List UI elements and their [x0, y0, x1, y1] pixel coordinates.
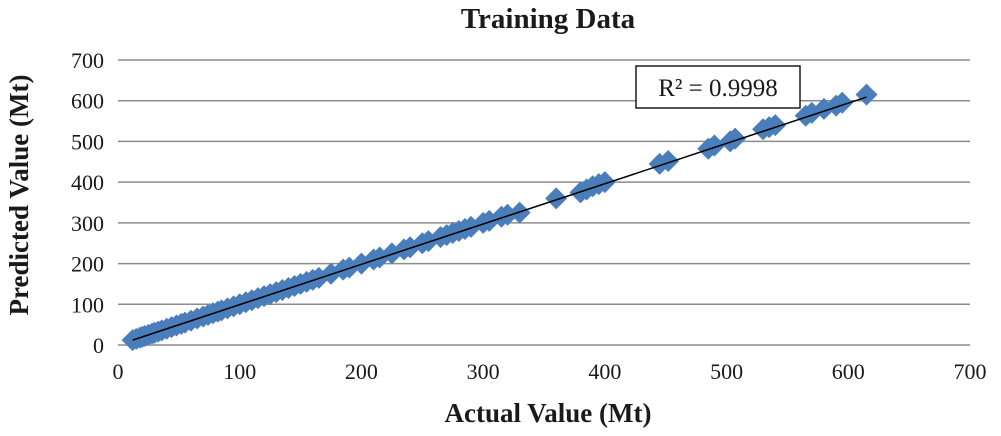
trendline	[132, 96, 867, 341]
x-tick-700: 700	[954, 359, 987, 384]
x-tick-200: 200	[345, 359, 378, 384]
y-tick-200: 200	[71, 252, 104, 277]
data-point	[764, 114, 787, 137]
data-point	[593, 171, 616, 194]
x-tick-500: 500	[710, 359, 743, 384]
annotation-box	[635, 65, 801, 109]
x-tick-400: 400	[588, 359, 621, 384]
x-axis-label: Actual Value (Mt)	[445, 398, 652, 428]
y-tick-100: 100	[71, 292, 104, 317]
data-point	[855, 83, 878, 106]
x-tick-labels: 0 100 200 300 400 500 600 700	[113, 359, 987, 384]
data-point	[703, 134, 726, 157]
y-tick-0: 0	[93, 333, 104, 358]
data-point	[831, 91, 854, 114]
data-point	[368, 246, 391, 269]
data-points	[121, 83, 878, 352]
r-squared-annotation: R² = 0.9998	[635, 65, 801, 109]
x-tick-0: 0	[113, 359, 124, 384]
y-tick-600: 600	[71, 89, 104, 114]
chart-title: Training Data	[461, 3, 636, 35]
data-point	[545, 187, 568, 210]
x-tick-600: 600	[832, 359, 865, 384]
data-point	[657, 149, 680, 172]
annotation-text: R² = 0.9998	[658, 75, 778, 102]
y-tick-500: 500	[71, 129, 104, 154]
x-tick-100: 100	[223, 359, 256, 384]
gridlines	[118, 59, 970, 306]
y-tick-300: 300	[71, 211, 104, 236]
trendline-group	[132, 96, 867, 341]
x-tick-300: 300	[467, 359, 500, 384]
y-tick-400: 400	[71, 170, 104, 195]
data-point	[724, 127, 747, 150]
y-tick-labels: 0 100 200 300 400 500 600 700	[71, 48, 104, 358]
y-axis-label: Predicted Value (Mt)	[4, 75, 34, 316]
y-tick-700: 700	[71, 48, 104, 73]
